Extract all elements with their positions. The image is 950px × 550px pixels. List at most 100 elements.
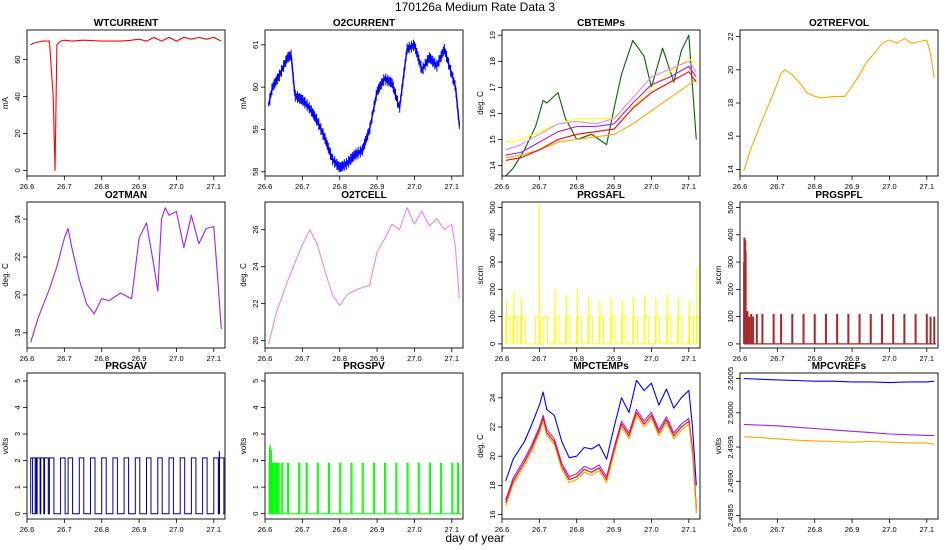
series-group [505,34,697,176]
x-tick-label: 27.0 [644,354,659,363]
x-tick-label: 26.7 [57,182,72,191]
y-tick-label: 4 [13,405,22,409]
y-tick-label: 5 [251,379,260,383]
y-tick-label: 500 [488,201,497,214]
x-tick-label: 26.6 [733,182,748,191]
y-tick-label: 300 [726,256,735,269]
y-tick-label: 17 [488,83,497,91]
series-line-o2tman [30,207,222,343]
series-band [268,39,460,173]
series-line-purple [505,408,697,508]
y-tick-label: 18 [488,57,497,65]
plot-frame [26,29,226,177]
x-tick-label: 26.8 [332,182,347,191]
y-tick-label: 22 [13,253,22,261]
x-tick-label: 26.7 [295,525,310,534]
series-group [743,237,937,345]
series-group [743,37,935,172]
y-tick-label: 22 [251,299,260,307]
series-line-o2tcell [268,206,460,345]
x-tick-label: 26.9 [370,354,385,363]
x-tick-label: 26.6 [258,525,273,534]
x-tick-label: 27.1 [919,525,934,534]
y-tick-label: 2.4995 [726,436,735,459]
x-tick-label: 27.0 [407,354,422,363]
panel-title: O2CURRENT [333,18,395,29]
panel-o2current: O2CURRENT mA 26.6 26.7 26.8 26.9 27.0 27.1 58 59 6… [239,18,464,191]
series-line-red [505,71,697,161]
x-tick-label: 26.9 [607,354,622,363]
y-tick-label: 22 [488,423,497,431]
y-tick-label: 60 [13,55,22,63]
x-tick-label: 27.0 [644,525,659,534]
series-group [505,379,697,514]
panel-o2tman: O2TMAN deg. C 26.6 26.7 26.8 26.9 27.0 27.1 18 20… [1,190,226,363]
series-line-blue [505,379,697,486]
y-tick-label: 60 [251,83,260,91]
y-axis-label: sccm [476,265,485,284]
y-tick-label: 20 [488,452,497,460]
x-tick-label: 26.7 [57,525,72,534]
y-tick-label: 40 [13,92,22,100]
plot-frame [739,372,939,520]
x-tick-label: 27.0 [169,182,184,191]
y-tick-label: 500 [726,201,735,214]
x-tick-label: 27.0 [644,182,659,191]
panel-title: CBTEMPs [577,18,625,29]
x-tick-label: 26.6 [733,525,748,534]
series-group [30,36,222,172]
panel-title: PRGSPFL [815,190,862,201]
panel-mpcvrefs: MPCVREFs volts 26.6 26.7 26.8 26.9 27.0 27.1 2.4… [714,361,939,534]
series-line-blue [743,377,935,384]
x-axis-label: day of year [445,531,505,545]
y-axis-label: deg. C [476,91,485,115]
series-group [743,377,935,445]
panel-title: O2TCELL [341,190,387,201]
x-tick-label: 26.6 [258,354,273,363]
x-tick-label: 26.9 [132,182,147,191]
x-tick-label: 27.1 [919,354,934,363]
y-tick-label: 24 [251,263,260,271]
y-tick-label: 0 [726,342,735,346]
series-group [30,207,222,343]
y-tick-label: 400 [488,228,497,241]
y-tick-label: 18 [726,99,735,107]
panel-o2trefvol: O2TREFVOL 26.6 26.7 26.8 26.9 27.0 27.1 14 16 18 2… [726,18,939,191]
y-tick-label: 19 [488,31,497,39]
plot-frame [501,201,701,349]
plot-frame [264,372,464,520]
y-axis-label: deg. C [1,263,10,287]
x-tick-label: 27.0 [882,182,897,191]
x-tick-label: 26.6 [495,354,510,363]
x-tick-label: 26.9 [370,525,385,534]
x-tick-label: 26.8 [569,182,584,191]
y-tick-label: 3 [13,432,22,436]
x-tick-label: 26.9 [132,525,147,534]
y-tick-label: 300 [488,256,497,269]
y-tick-label: 5 [13,379,22,383]
x-tick-label: 27.1 [206,525,221,534]
x-tick-label: 27.1 [206,182,221,191]
x-tick-label: 26.8 [332,354,347,363]
y-tick-label: 59 [251,125,260,133]
x-tick-label: 26.7 [295,354,310,363]
y-tick-label: 0 [488,342,497,346]
y-tick-label: 0 [251,512,260,516]
x-tick-label: 27.1 [444,182,459,191]
x-tick-label: 26.9 [370,182,385,191]
plot-frame [264,201,464,349]
x-tick-label: 27.1 [681,525,696,534]
y-axis-label: volts [714,438,723,454]
x-tick-label: 26.9 [845,525,860,534]
panel-title: MPCVREFs [812,361,867,372]
y-tick-label: 2.5000 [726,401,735,424]
y-tick-label: 20 [13,129,22,137]
series-line-red [505,411,697,511]
x-tick-label: 27.1 [206,354,221,363]
y-tick-label: 100 [726,310,735,323]
series-line-orange [505,414,697,514]
y-tick-label: 18 [488,481,497,489]
y-tick-label: 1 [13,485,22,489]
y-axis-label: mA [239,96,248,109]
series-pulses [505,316,700,345]
